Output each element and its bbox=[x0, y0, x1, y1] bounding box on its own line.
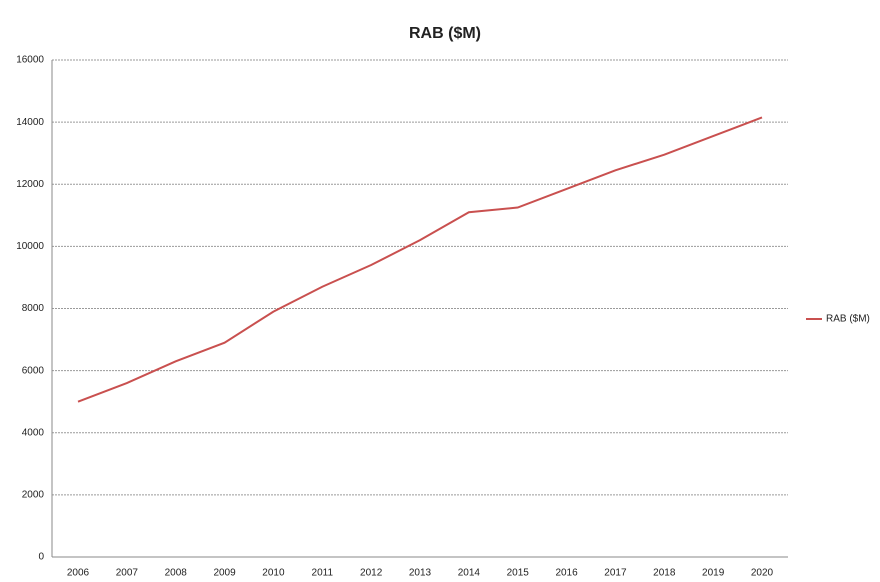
y-tick-label: 14000 bbox=[16, 117, 44, 128]
y-tick-label: 6000 bbox=[22, 365, 45, 376]
x-tick-label: 2015 bbox=[507, 568, 530, 579]
x-tick-label: 2008 bbox=[165, 568, 188, 579]
x-tick-label: 2007 bbox=[116, 568, 139, 579]
x-tick-label: 2017 bbox=[604, 568, 627, 579]
x-tick-label: 2006 bbox=[67, 568, 90, 579]
x-tick-label: 2011 bbox=[312, 568, 334, 579]
x-tick-label: 2016 bbox=[555, 568, 578, 579]
x-tick-label: 2010 bbox=[262, 568, 285, 579]
y-tick-label: 8000 bbox=[22, 303, 45, 314]
y-tick-label: 16000 bbox=[16, 55, 44, 66]
y-tick-label: 2000 bbox=[22, 490, 45, 501]
y-tick-label: 4000 bbox=[22, 427, 45, 438]
y-tick-label: 0 bbox=[38, 552, 44, 563]
legend-label: RAB ($M) bbox=[826, 314, 870, 325]
x-tick-label: 2012 bbox=[360, 568, 383, 579]
x-tick-label: 2019 bbox=[702, 568, 725, 579]
y-tick-label: 10000 bbox=[16, 241, 44, 252]
y-tick-label: 12000 bbox=[16, 179, 44, 190]
x-tick-label: 2014 bbox=[458, 568, 481, 579]
x-tick-label: 2018 bbox=[653, 568, 676, 579]
chart-title: RAB ($M) bbox=[409, 25, 481, 42]
x-tick-label: 2020 bbox=[751, 568, 774, 579]
x-tick-label: 2013 bbox=[409, 568, 432, 579]
x-tick-label: 2009 bbox=[213, 568, 236, 579]
data-line bbox=[77, 116, 763, 403]
